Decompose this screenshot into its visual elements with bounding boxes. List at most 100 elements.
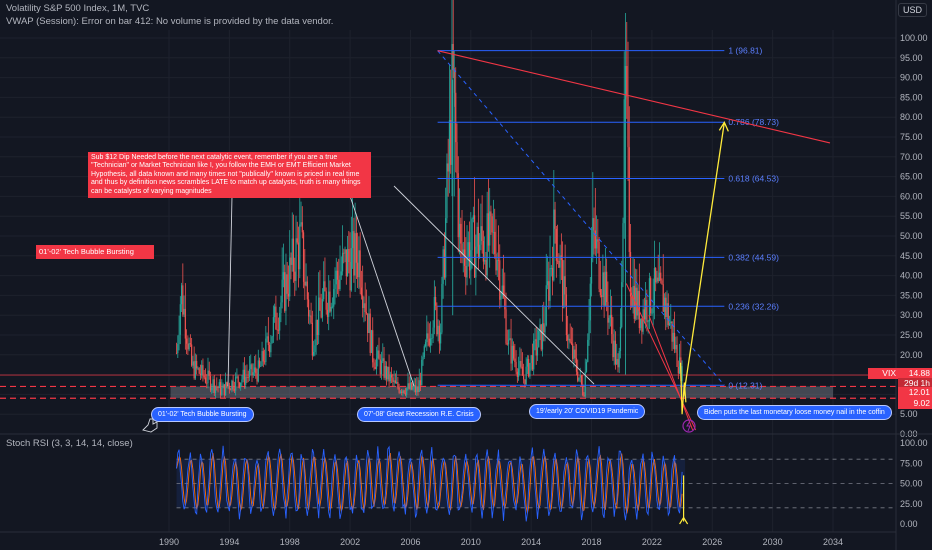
candle-body [414,385,417,393]
candle-body [429,338,432,346]
pill-tech-bubble[interactable]: 01'-02' Tech Bubble Bursting [151,407,254,422]
price-tick-label: 30.00 [900,310,923,320]
candle-body [563,276,565,309]
trend-drawings[interactable] [142,50,831,433]
stoch-tick-label: 50.00 [900,479,923,489]
candle-body [523,375,525,380]
candle-body [291,238,293,265]
pill-covid[interactable]: 19'/early 20' COVID19 Pandemic [529,404,646,419]
level-upper-tag: 12.01 [898,387,932,398]
candle-body [206,382,208,384]
candle-body [440,332,442,344]
candle-body [389,374,391,382]
candle-body [193,361,195,379]
candle-body [631,296,633,308]
candle-body [216,386,218,388]
candle-body [359,250,361,288]
candle-body [486,213,488,276]
candle-body [450,120,452,165]
candle-body [636,287,638,316]
candle-body [492,231,495,233]
fib-trend-dashed [437,50,725,386]
currency-button[interactable]: USD [898,3,928,17]
candle-body [399,391,401,393]
candle-body [282,272,285,280]
time-tick-label: 2002 [340,537,360,547]
candle-body [192,361,194,366]
candle-body [452,44,454,71]
candle-body [577,371,579,381]
candle-body [285,274,287,311]
candle-body [538,330,540,348]
support-zone [0,374,896,399]
pill-great-recession[interactable]: 07'-08' Great Recession R.E. Crisis [357,407,481,422]
candle-body [646,299,648,322]
candle-body [432,327,434,339]
candle-body [214,386,217,394]
candle-body [304,281,306,286]
candle-body [194,360,197,379]
price-tick-label: 20.00 [900,350,923,360]
candle-body [500,295,502,300]
candle-body [607,302,609,323]
candle-body [199,373,202,376]
candle-body [261,351,263,366]
candle-body [594,230,596,249]
yellow-zigzag [679,362,687,415]
stoch-title: Stoch RSI (3, 3, 14, 14, close) [6,438,133,449]
candle-body [358,250,360,278]
candle-body [583,395,585,397]
candle-body [531,355,534,370]
fib-level-label: 0.618 (64.53) [728,173,779,183]
candle-body [521,366,523,376]
candle-body [638,290,640,329]
candle-body [323,281,325,300]
candle-body [529,363,531,377]
stoch-tick-label: 0.00 [900,519,918,529]
candle-body [334,284,336,289]
candle-body [460,223,462,244]
candle-body [197,368,199,370]
pill-biden[interactable]: Biden puts the last monetary loose money… [697,405,892,420]
candle-body [656,277,658,283]
candle-body [601,295,603,298]
candle-body [397,381,399,388]
candle-body [223,384,225,396]
falling-trendline-b [648,315,694,431]
candle-body [633,285,635,319]
candle-body [648,278,650,322]
candle-body [340,271,342,276]
candle-body [230,389,232,391]
candle-body [364,303,366,313]
candle-body [232,380,234,390]
time-tick-label: 2010 [461,537,481,547]
candle-body [585,361,588,372]
candle-body [265,338,267,362]
candle-body [530,355,532,364]
candle-body [412,387,414,390]
tech-bubble-note[interactable]: 01'-02' Tech Bubble Bursting [36,245,154,259]
candle-body [277,329,280,331]
candle-body [316,319,318,336]
candle-body [326,309,329,317]
candle-body [182,285,184,315]
candle-body [346,249,349,277]
candle-body [219,382,222,395]
fib-level-label: 0.786 (78.73) [728,117,779,127]
candle-body [637,290,639,316]
projection-arrow-head [718,120,729,132]
candle-body [496,259,498,271]
fib-retracement[interactable]: 1 (96.81) 0.786 (78.73) 0.618 (64.53) 0.382… [437,46,779,391]
candle-body [435,297,437,306]
candle-body [228,385,230,390]
main-note[interactable]: Sub $12 Dip Needed before the next catal… [88,152,371,199]
candle-body [362,295,364,308]
candle-body [257,360,259,382]
candle-body [369,313,371,353]
candle-body [198,368,200,374]
grid-lines [0,30,896,532]
candle-body [186,338,188,344]
candle-body [544,325,546,333]
candle-body [584,371,586,397]
